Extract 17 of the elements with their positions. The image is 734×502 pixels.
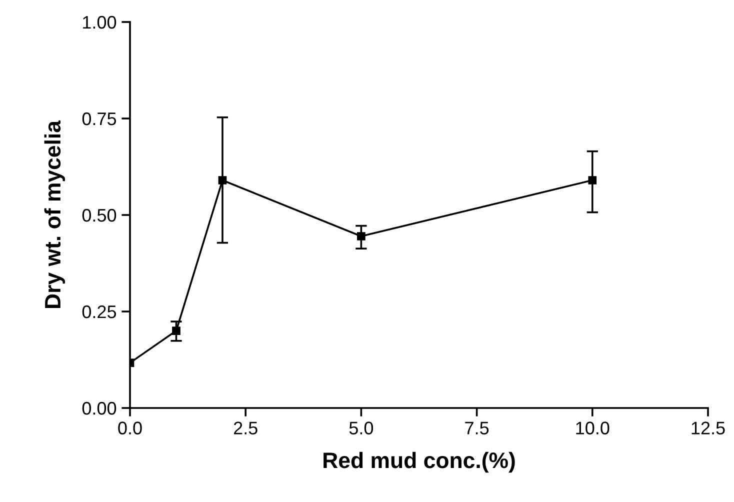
x-tick-label: 0.0 bbox=[118, 422, 142, 434]
x-tick-label: 10.0 bbox=[576, 422, 610, 434]
x-tick-label: 12.5 bbox=[692, 422, 725, 434]
y-tick-label: 0.25 bbox=[82, 305, 116, 318]
x-tick-label: 2.5 bbox=[234, 422, 258, 434]
y-tick-label: 1.00 bbox=[83, 16, 116, 29]
x-tick-label: 5.0 bbox=[349, 422, 374, 434]
y-tick-label: 0.00 bbox=[82, 402, 116, 415]
y-axis-title: Dry wt. of mycelia bbox=[44, 120, 65, 308]
point bbox=[357, 232, 366, 240]
point bbox=[588, 176, 597, 184]
x-axis-title: Red mud conc.(%) bbox=[324, 452, 515, 473]
y-tick-label: 0.50 bbox=[82, 208, 116, 222]
point bbox=[172, 326, 180, 335]
point bbox=[218, 176, 227, 184]
y-tick-label: 0.75 bbox=[82, 112, 116, 126]
x-tick-label: 7.5 bbox=[465, 422, 489, 434]
